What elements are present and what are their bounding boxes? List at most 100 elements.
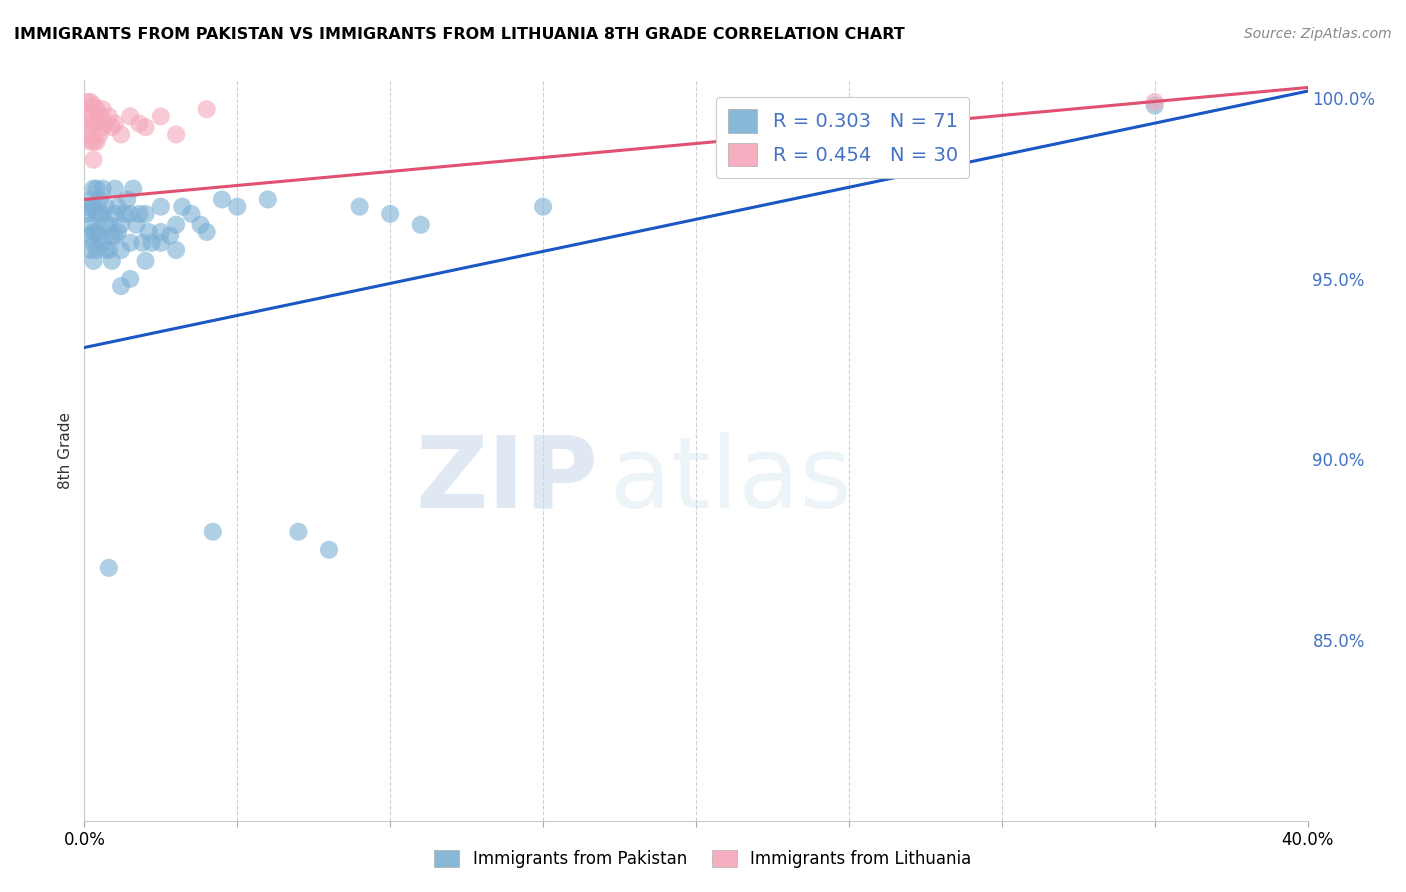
Point <box>128 117 150 131</box>
Point <box>380 207 402 221</box>
Point <box>79 105 101 120</box>
Point <box>120 109 142 123</box>
Point <box>165 128 187 142</box>
Point <box>257 193 280 207</box>
Text: atlas: atlas <box>610 432 852 529</box>
Point <box>76 207 98 221</box>
Point <box>79 120 101 135</box>
Point <box>104 207 127 221</box>
Point <box>83 253 105 268</box>
Point <box>91 102 114 116</box>
Point <box>201 524 224 539</box>
Point <box>79 218 101 232</box>
Point <box>318 542 340 557</box>
Point <box>120 235 142 250</box>
Point <box>79 193 101 207</box>
Point <box>79 135 101 149</box>
Point <box>349 200 371 214</box>
Point <box>120 207 142 221</box>
Point <box>83 117 105 131</box>
Point <box>1143 98 1166 112</box>
Y-axis label: 8th Grade: 8th Grade <box>58 412 73 489</box>
Point <box>531 200 554 214</box>
Point <box>110 279 132 293</box>
Point <box>120 272 142 286</box>
Point <box>104 228 127 243</box>
Legend: Immigrants from Pakistan, Immigrants from Lithuania: Immigrants from Pakistan, Immigrants fro… <box>427 843 979 875</box>
Point <box>112 207 135 221</box>
Point <box>107 200 129 214</box>
Point <box>135 120 157 135</box>
Point <box>97 109 120 123</box>
Point <box>89 193 111 207</box>
Point <box>149 109 172 123</box>
Point <box>86 243 108 257</box>
Point <box>83 225 105 239</box>
Point <box>180 207 202 221</box>
Point <box>135 253 157 268</box>
Point <box>76 200 98 214</box>
Point <box>149 235 172 250</box>
Point <box>107 225 129 239</box>
Point <box>287 524 309 539</box>
Point <box>165 218 187 232</box>
Point <box>195 102 218 116</box>
Point <box>83 235 105 250</box>
Point <box>165 243 187 257</box>
Point <box>86 207 108 221</box>
Point <box>101 228 124 243</box>
Point <box>86 225 108 239</box>
Point <box>110 128 132 142</box>
Point <box>76 128 98 142</box>
Point <box>86 102 108 116</box>
Point <box>86 117 108 131</box>
Point <box>110 218 132 232</box>
Point <box>91 120 114 135</box>
Point <box>86 135 108 149</box>
Point <box>79 228 101 243</box>
Point <box>97 561 120 575</box>
Point <box>89 228 111 243</box>
Point <box>141 235 163 250</box>
Point <box>76 109 98 123</box>
Point <box>89 207 111 221</box>
Point <box>1143 95 1166 109</box>
Point <box>94 243 117 257</box>
Point <box>89 128 111 142</box>
Text: ZIP: ZIP <box>415 432 598 529</box>
Point <box>115 193 138 207</box>
Point <box>172 200 194 214</box>
Point <box>94 218 117 232</box>
Point <box>83 200 105 214</box>
Point <box>91 207 114 221</box>
Point <box>190 218 212 232</box>
Legend: R = 0.303   N = 71, R = 0.454   N = 30: R = 0.303 N = 71, R = 0.454 N = 30 <box>716 97 969 178</box>
Point <box>101 120 124 135</box>
Point <box>79 243 101 257</box>
Point <box>76 95 98 109</box>
Point <box>211 193 233 207</box>
Point <box>149 200 172 214</box>
Point <box>83 98 105 112</box>
Point <box>83 153 105 167</box>
Point <box>131 235 153 250</box>
Point <box>149 225 172 239</box>
Point <box>159 228 181 243</box>
Point <box>226 200 249 214</box>
Point <box>97 218 120 232</box>
Point <box>125 218 148 232</box>
Point <box>83 181 105 195</box>
Point <box>104 117 127 131</box>
Point <box>409 218 432 232</box>
Point <box>86 181 108 195</box>
Point <box>104 181 127 195</box>
Point <box>110 243 132 257</box>
Point <box>128 207 150 221</box>
Point <box>94 200 117 214</box>
Point <box>195 225 218 239</box>
Point <box>91 181 114 195</box>
Point <box>89 109 111 123</box>
Point <box>83 135 105 149</box>
Point <box>79 95 101 109</box>
Point <box>135 207 157 221</box>
